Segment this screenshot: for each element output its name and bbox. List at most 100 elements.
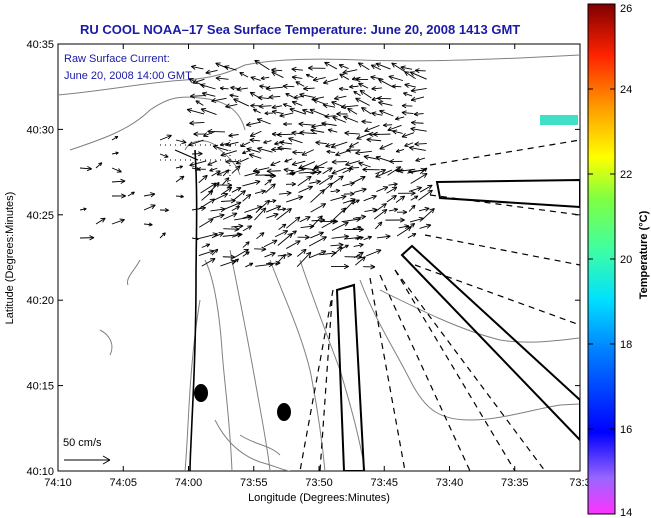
- current-arrow: [375, 169, 393, 178]
- coastline: [189, 149, 198, 471]
- y-axis-label: Latitude (Degrees:Minutes): [4, 192, 16, 325]
- current-arrow: [357, 62, 370, 71]
- current-arrow: [264, 179, 272, 186]
- current-arrow: [127, 191, 135, 197]
- radial-dashed-lines: [299, 139, 580, 471]
- current-arrow: [372, 131, 391, 137]
- current-arrow: [333, 207, 347, 220]
- current-arrow: [279, 140, 293, 146]
- current-arrow: [249, 130, 262, 137]
- colorbar-label: Temperature (°C): [638, 210, 650, 299]
- x-tick-label: 74:05: [109, 477, 137, 489]
- current-arrow: [221, 177, 230, 186]
- current-arrow: [291, 100, 303, 107]
- y-tick-label: 40:10: [26, 466, 54, 478]
- current-arrow: [396, 226, 412, 237]
- current-arrow: [400, 65, 413, 71]
- current-arrow: [225, 141, 239, 147]
- current-arrow: [403, 92, 413, 97]
- current-arrow: [312, 98, 326, 105]
- current-arrow: [358, 82, 369, 89]
- current-arrow: [282, 103, 292, 108]
- current-arrow: [191, 205, 206, 211]
- shipping-lanes: [335, 178, 580, 471]
- current-arrow: [391, 84, 402, 89]
- current-arrow: [401, 132, 415, 138]
- current-arrow: [408, 204, 416, 212]
- current-arrow: [386, 194, 397, 203]
- current-arrow: [296, 248, 307, 257]
- current-arrow: [159, 208, 169, 213]
- current-arrow: [175, 175, 185, 183]
- current-arrow: [225, 159, 239, 165]
- current-arrow: [365, 249, 382, 257]
- current-arrow: [330, 246, 343, 258]
- current-arrow: [361, 107, 372, 115]
- current-arrow: [271, 109, 283, 115]
- current-arrow: [296, 251, 312, 267]
- current-arrow: [284, 158, 293, 163]
- current-arrow: [332, 116, 347, 123]
- current-arrow: [200, 108, 217, 116]
- x-tick-label: 73:3: [569, 477, 590, 489]
- current-arrow: [401, 103, 413, 109]
- current-arrow: [396, 209, 408, 215]
- current-arrow: [315, 140, 327, 146]
- current-arrow: [286, 195, 304, 203]
- current-arrow: [331, 167, 347, 175]
- current-arrow: [279, 112, 294, 118]
- current-arrow: [195, 100, 204, 106]
- current-arrow: [111, 193, 126, 199]
- current-arrow: [366, 137, 382, 143]
- current-arrow: [379, 109, 394, 117]
- current-arrow: [264, 111, 274, 116]
- current-arrow: [285, 93, 294, 98]
- current-arrow: [291, 130, 303, 136]
- current-arrow: [231, 187, 242, 193]
- sst-patch: [540, 115, 578, 125]
- current-arrow: [418, 206, 430, 212]
- figure-title: RU COOL NOAA–17 Sea Surface Temperature:…: [80, 22, 520, 37]
- current-arrow: [387, 166, 402, 176]
- current-arrow: [407, 233, 417, 239]
- current-arrow: [211, 232, 224, 239]
- current-arrow: [295, 81, 305, 87]
- current-arrow: [79, 207, 87, 211]
- current-arrow: [379, 142, 393, 150]
- current-arrow: [286, 216, 301, 229]
- current-arrow: [253, 108, 261, 114]
- current-arrow: [265, 183, 276, 194]
- current-arrow: [257, 95, 270, 101]
- current-arrow: [233, 98, 250, 107]
- current-arrow: [414, 141, 427, 147]
- current-arrow: [343, 191, 355, 197]
- current-arrow: [409, 71, 427, 80]
- current-arrow: [159, 232, 166, 239]
- current-arrow: [190, 93, 206, 99]
- current-arrow: [291, 66, 303, 73]
- current-arrow: [143, 192, 156, 198]
- current-arrow: [349, 84, 359, 89]
- current-arrow: [327, 128, 338, 133]
- current-arrow: [201, 243, 211, 248]
- current-arrow: [363, 154, 380, 160]
- current-arrow: [410, 126, 427, 132]
- current-arrow: [353, 175, 366, 183]
- current-arrow: [254, 189, 266, 195]
- colorbar-tick-label: 26: [620, 3, 632, 15]
- current-arrow: [310, 215, 323, 229]
- current-arrow: [292, 149, 303, 155]
- current-arrow: [286, 240, 301, 249]
- current-arrow: [285, 181, 296, 187]
- current-arrow: [244, 170, 261, 177]
- current-arrow: [322, 78, 339, 85]
- current-arrow: [346, 147, 361, 153]
- x-tick-label: 73:50: [305, 477, 333, 489]
- current-arrow: [415, 157, 426, 162]
- current-arrow: [353, 90, 361, 97]
- current-arrow: [341, 244, 349, 250]
- current-arrow: [392, 129, 403, 135]
- current-arrow: [207, 160, 218, 166]
- x-tick-label: 73:35: [501, 477, 529, 489]
- colorbar-tick-label: 16: [620, 424, 632, 436]
